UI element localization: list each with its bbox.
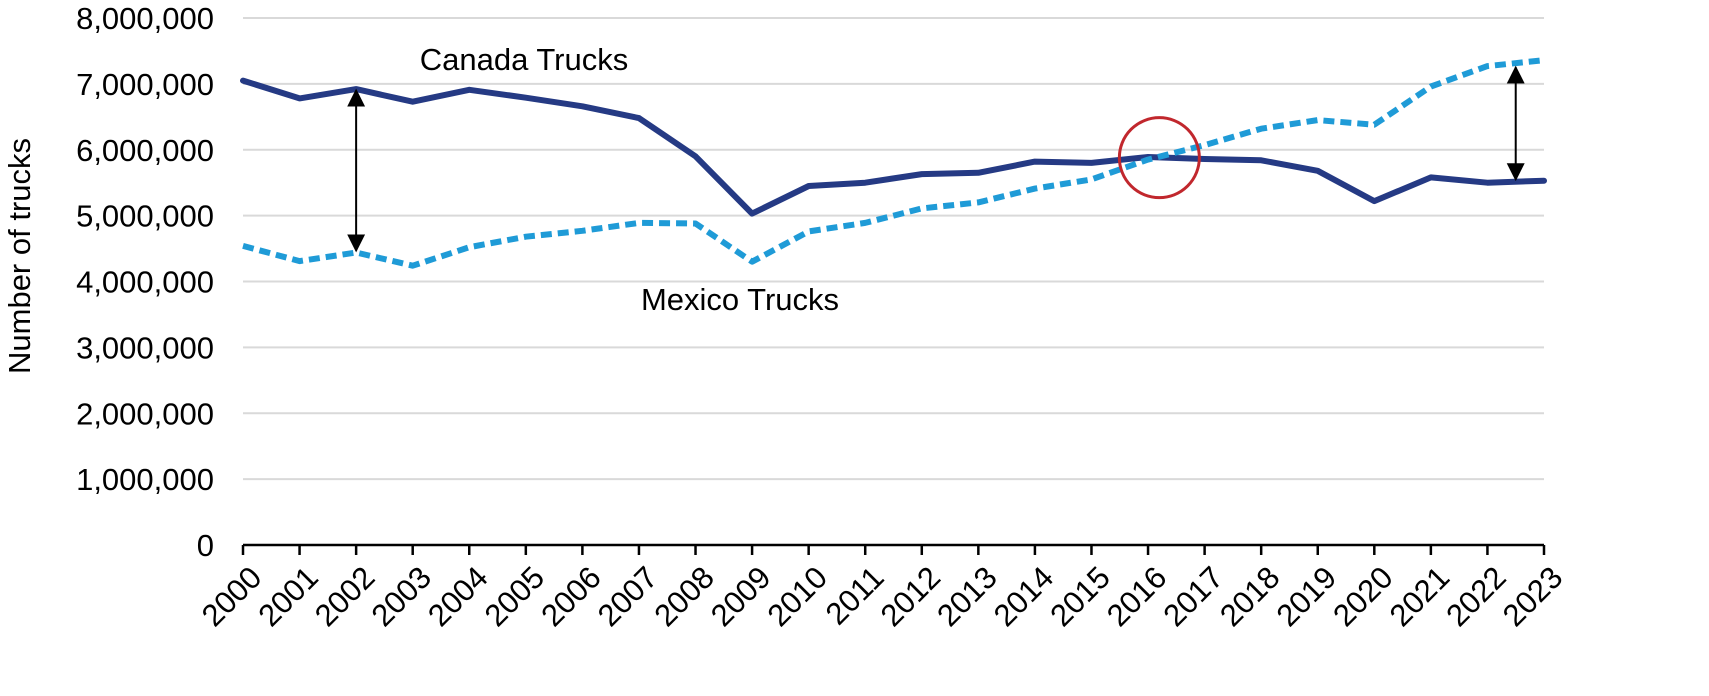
- x-tick-label: 2013: [930, 560, 1004, 634]
- series-label-mexico: Mexico Trucks: [641, 282, 839, 317]
- x-tick-label: 2012: [874, 560, 948, 634]
- x-tick-label: 2002: [308, 560, 382, 634]
- gridlines: [243, 17, 1544, 481]
- x-tick-label: 2001: [251, 560, 325, 634]
- x-tick-label: 2000: [195, 560, 269, 634]
- x-tick-label: 2017: [1156, 560, 1230, 634]
- x-tick-label: 2019: [1270, 560, 1344, 634]
- x-tick-label: 2004: [421, 560, 495, 634]
- x-tick-label: 2005: [478, 560, 552, 634]
- x-tick-label: 2011: [819, 560, 891, 632]
- y-tick-label: 3,000,000: [76, 330, 214, 365]
- x-tick-label: 2010: [761, 560, 835, 634]
- x-tick-label: 2016: [1100, 560, 1174, 634]
- x-tick-label: 2020: [1326, 560, 1400, 634]
- y-tick-label: 5,000,000: [76, 199, 214, 234]
- x-tick-label: 2014: [987, 560, 1061, 634]
- x-tick-label: 2007: [591, 560, 665, 634]
- y-tick-label: 1,000,000: [76, 462, 214, 497]
- series-label-canada: Canada Trucks: [420, 42, 629, 77]
- x-tick-label: 2023: [1496, 560, 1570, 634]
- y-tick-label: 0: [197, 528, 214, 563]
- x-tick-label: 2018: [1213, 560, 1287, 634]
- x-tick-label: 2008: [647, 560, 721, 634]
- labels: Number of trucks Canada Trucks Mexico Tr…: [2, 42, 839, 374]
- y-tick-label: 8,000,000: [76, 1, 214, 36]
- x-tick-label: 2022: [1439, 560, 1513, 634]
- x-tick-label: 2021: [1383, 560, 1457, 634]
- x-tick-label: 2015: [1043, 560, 1117, 634]
- y-tick-label: 2,000,000: [76, 396, 214, 431]
- x-tick-label: 2006: [534, 560, 608, 634]
- series-lines: [240, 57, 1547, 269]
- y-tick-label: 6,000,000: [76, 133, 214, 168]
- series-line-canada-trucks: [240, 77, 1547, 217]
- x-tick-label: 2003: [365, 560, 439, 634]
- x-tick-label: 2009: [704, 560, 778, 634]
- y-tick-label: 4,000,000: [76, 265, 214, 300]
- crossover-circle: [1117, 116, 1201, 200]
- y-tick-label: 7,000,000: [76, 67, 214, 102]
- annotations: [347, 65, 1525, 253]
- y-axis-title: Number of trucks: [2, 138, 37, 374]
- series-line-mexico-trucks: [242, 57, 1545, 269]
